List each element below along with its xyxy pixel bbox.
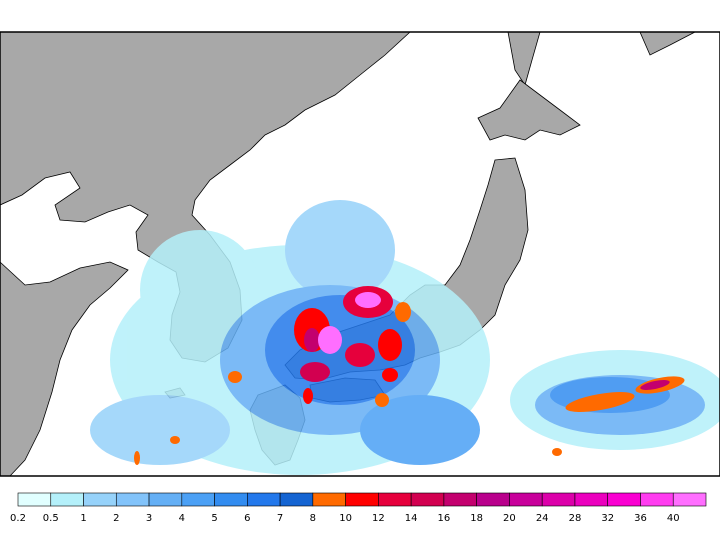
colorbar-box [476,492,510,507]
precip-area [360,395,480,465]
precip-area [140,230,260,350]
precip-core [304,328,320,352]
precip-core [552,448,562,456]
colorbar-label: 36 [634,513,647,524]
colorbar-label: 20 [503,513,516,524]
precip-core [382,368,398,382]
precip-core [228,371,242,383]
precip-area [90,395,230,465]
china-coast [0,261,129,477]
colorbar-label: 0.2 [10,513,26,524]
colorbar-box [50,492,84,507]
colorbar-label: 10 [339,513,352,524]
colorbar-label: 4 [179,513,185,524]
precip-core [303,388,313,404]
colorbar-label: 18 [470,513,483,524]
hokkaido [477,79,581,141]
colorbar-label: 32 [601,513,614,524]
colorbar-box [83,492,117,507]
colorbar-label: 5 [211,513,217,524]
colorbar-label: 24 [536,513,549,524]
colorbar-box [181,492,215,507]
colorbar-box [312,492,346,507]
precip-core [378,329,402,361]
precip-core [300,362,330,382]
colorbar-box [607,492,641,507]
colorbar-box [247,492,281,507]
precip-core [318,326,342,354]
precip-core [565,392,635,412]
colorbar-label: 40 [667,513,680,524]
colorbar-box [279,492,314,507]
colorbar-box [640,492,674,507]
colorbar-label: 14 [405,513,418,524]
map [0,31,720,477]
precip-area [285,200,395,300]
colorbar-box [214,492,248,507]
colorbar-label: 8 [310,513,316,524]
colorbar-label: 7 [277,513,283,524]
colorbar-box [410,492,445,507]
colorbar-box [378,492,412,507]
colorbar-label: 16 [438,513,451,524]
colorbar: 0.2 0.5 1 2 3 4 5 6 7 8 10 12 14 16 18 20 24 28 32 36 40 [10,492,707,524]
precip-core [134,451,140,465]
colorbar-box [509,492,543,507]
colorbar-label: 6 [244,513,250,524]
colorbar-box [17,492,52,507]
colorbar-box [148,492,183,507]
precip-core [170,436,180,444]
colorbar-label: 28 [569,513,582,524]
precip-core [345,343,375,367]
heavy-rain [134,286,685,465]
precip-core [640,379,670,391]
colorbar-box [443,492,477,507]
colorbar-box [345,492,379,507]
colorbar-box [115,492,150,507]
precip-core [395,302,411,322]
colorbar-label: 0.5 [43,513,59,524]
colorbar-label: 12 [372,513,385,524]
map-frame [0,31,720,477]
colorbar-label: 2 [113,513,119,524]
precip-core [375,393,389,407]
colorbar-box [574,492,609,507]
colorbar-label: 1 [80,513,86,524]
colorbar-box [672,492,707,507]
colorbar-box [541,492,576,507]
colorbar-label: 3 [146,513,152,524]
precip-core [355,292,381,308]
